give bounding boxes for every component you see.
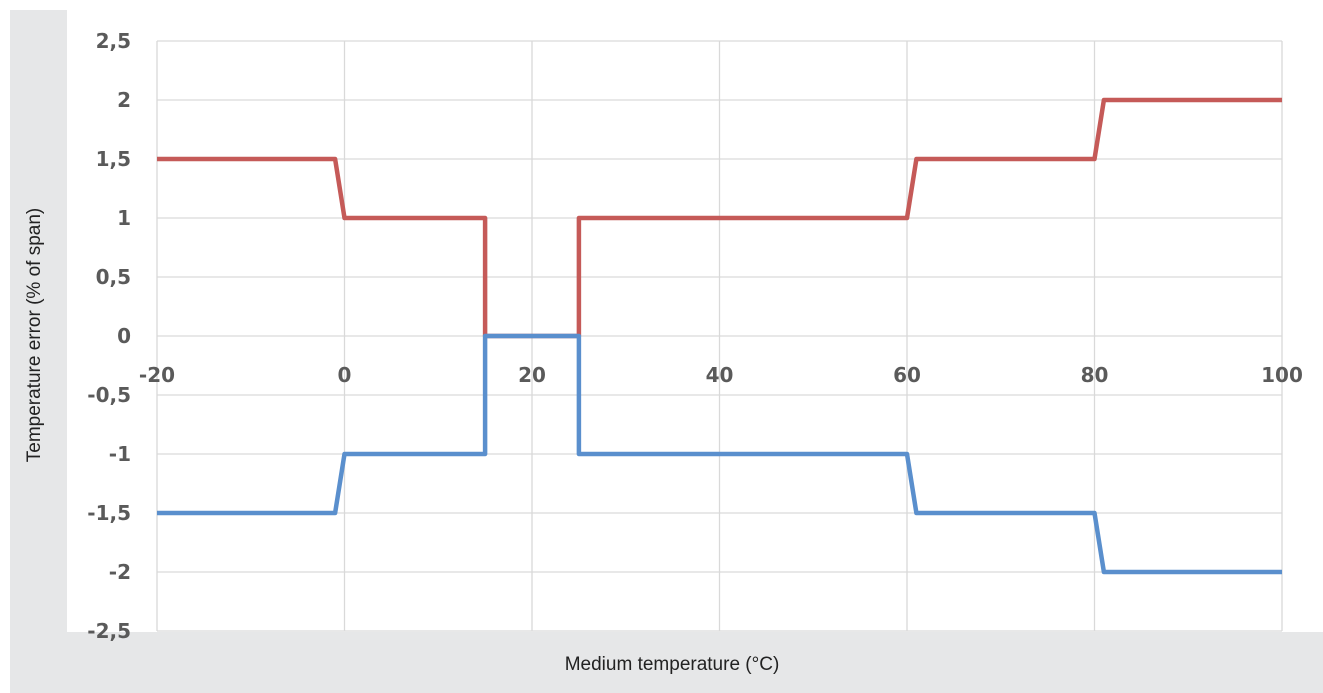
tick-labels: 2,5 2 1,5 1 0,5 0 -0,5 -1 -1,5 -2 -2,5 -20 0 20 40 60 80…	[87, 29, 1303, 643]
y-tick-label: -0,5	[87, 383, 131, 407]
gridlines	[156, 40, 1283, 632]
y-axis-title: Temperature error (% of span)	[24, 208, 45, 463]
y-tick-label: -2	[109, 560, 131, 584]
y-tick-label: 0	[117, 324, 131, 348]
x-tick-label: 40	[706, 363, 734, 387]
chart-frame	[10, 10, 1323, 693]
series-line-1	[157, 97, 1282, 339]
y-tick-label: -1,5	[87, 501, 131, 525]
y-tick-label: -1	[109, 442, 131, 466]
y-tick-label: 2,5	[96, 29, 131, 53]
plot-area	[67, 10, 1323, 632]
x-tick-label: 20	[518, 363, 546, 387]
y-tick-label: 1	[117, 206, 131, 230]
series-lines	[157, 97, 1282, 575]
x-tick-label: 0	[338, 363, 352, 387]
x-tick-label: 100	[1261, 363, 1303, 387]
y-tick-label: 0,5	[96, 265, 131, 289]
series-line-2	[157, 333, 1282, 575]
y-tick-label: 2	[117, 88, 131, 112]
y-tick-label: 1,5	[96, 147, 131, 171]
x-axis-title: Medium temperature (°C)	[565, 654, 780, 675]
x-tick-label: 80	[1081, 363, 1109, 387]
y-tick-label: -2,5	[87, 619, 131, 643]
x-tick-label: 60	[893, 363, 921, 387]
x-tick-label: -20	[139, 363, 175, 387]
